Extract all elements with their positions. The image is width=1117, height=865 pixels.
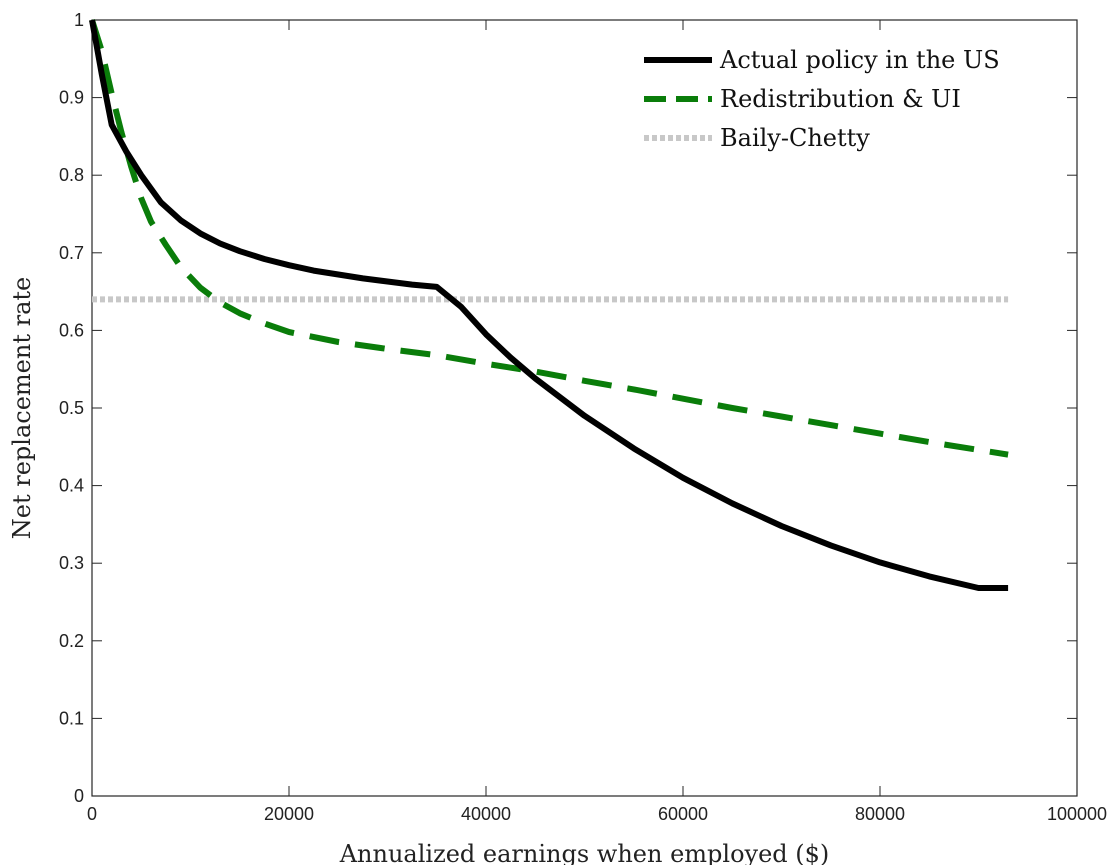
- y-tick-label: 0.4: [59, 476, 84, 496]
- x-axis-title: Annualized earnings when employed ($): [339, 840, 830, 865]
- y-tick-label: 0.6: [59, 320, 84, 340]
- y-tick-label: 1: [74, 10, 84, 30]
- y-tick-label: 0: [74, 786, 84, 806]
- y-tick-label: 0.9: [59, 88, 84, 108]
- axes-group: 0 20000 40000 60000 80000 100000 0 0.1 0.2 0.3 0.4…: [59, 10, 1107, 824]
- x-tick-label: 100000: [1047, 804, 1107, 824]
- x-tick-label: 0: [87, 804, 97, 824]
- y-tick-label: 0.8: [59, 165, 84, 185]
- y-tick-label: 0.2: [59, 631, 84, 651]
- x-tick-label: 80000: [855, 804, 905, 824]
- y-tick-label: 0.7: [59, 243, 84, 263]
- plot-frame: [91, 19, 1078, 797]
- series-group: [89, 19, 1009, 591]
- series-line-1: [89, 19, 1009, 458]
- legend-label-2: Baily-Chetty: [720, 124, 870, 152]
- legend: Actual policy in the US Redistribution & …: [644, 46, 1000, 152]
- legend-label-0: Actual policy in the US: [719, 46, 1000, 74]
- y-tick-label: 0.3: [59, 553, 84, 573]
- y-tick-label: 0.1: [59, 708, 84, 728]
- series-line-0: [89, 19, 1009, 591]
- x-tick-label: 60000: [658, 804, 708, 824]
- y-tick-label: 0.5: [59, 398, 84, 418]
- legend-label-1: Redistribution & UI: [720, 85, 961, 113]
- x-tick-label: 20000: [264, 804, 314, 824]
- y-axis-title: Net replacement rate: [8, 277, 36, 539]
- x-tick-label: 40000: [461, 804, 511, 824]
